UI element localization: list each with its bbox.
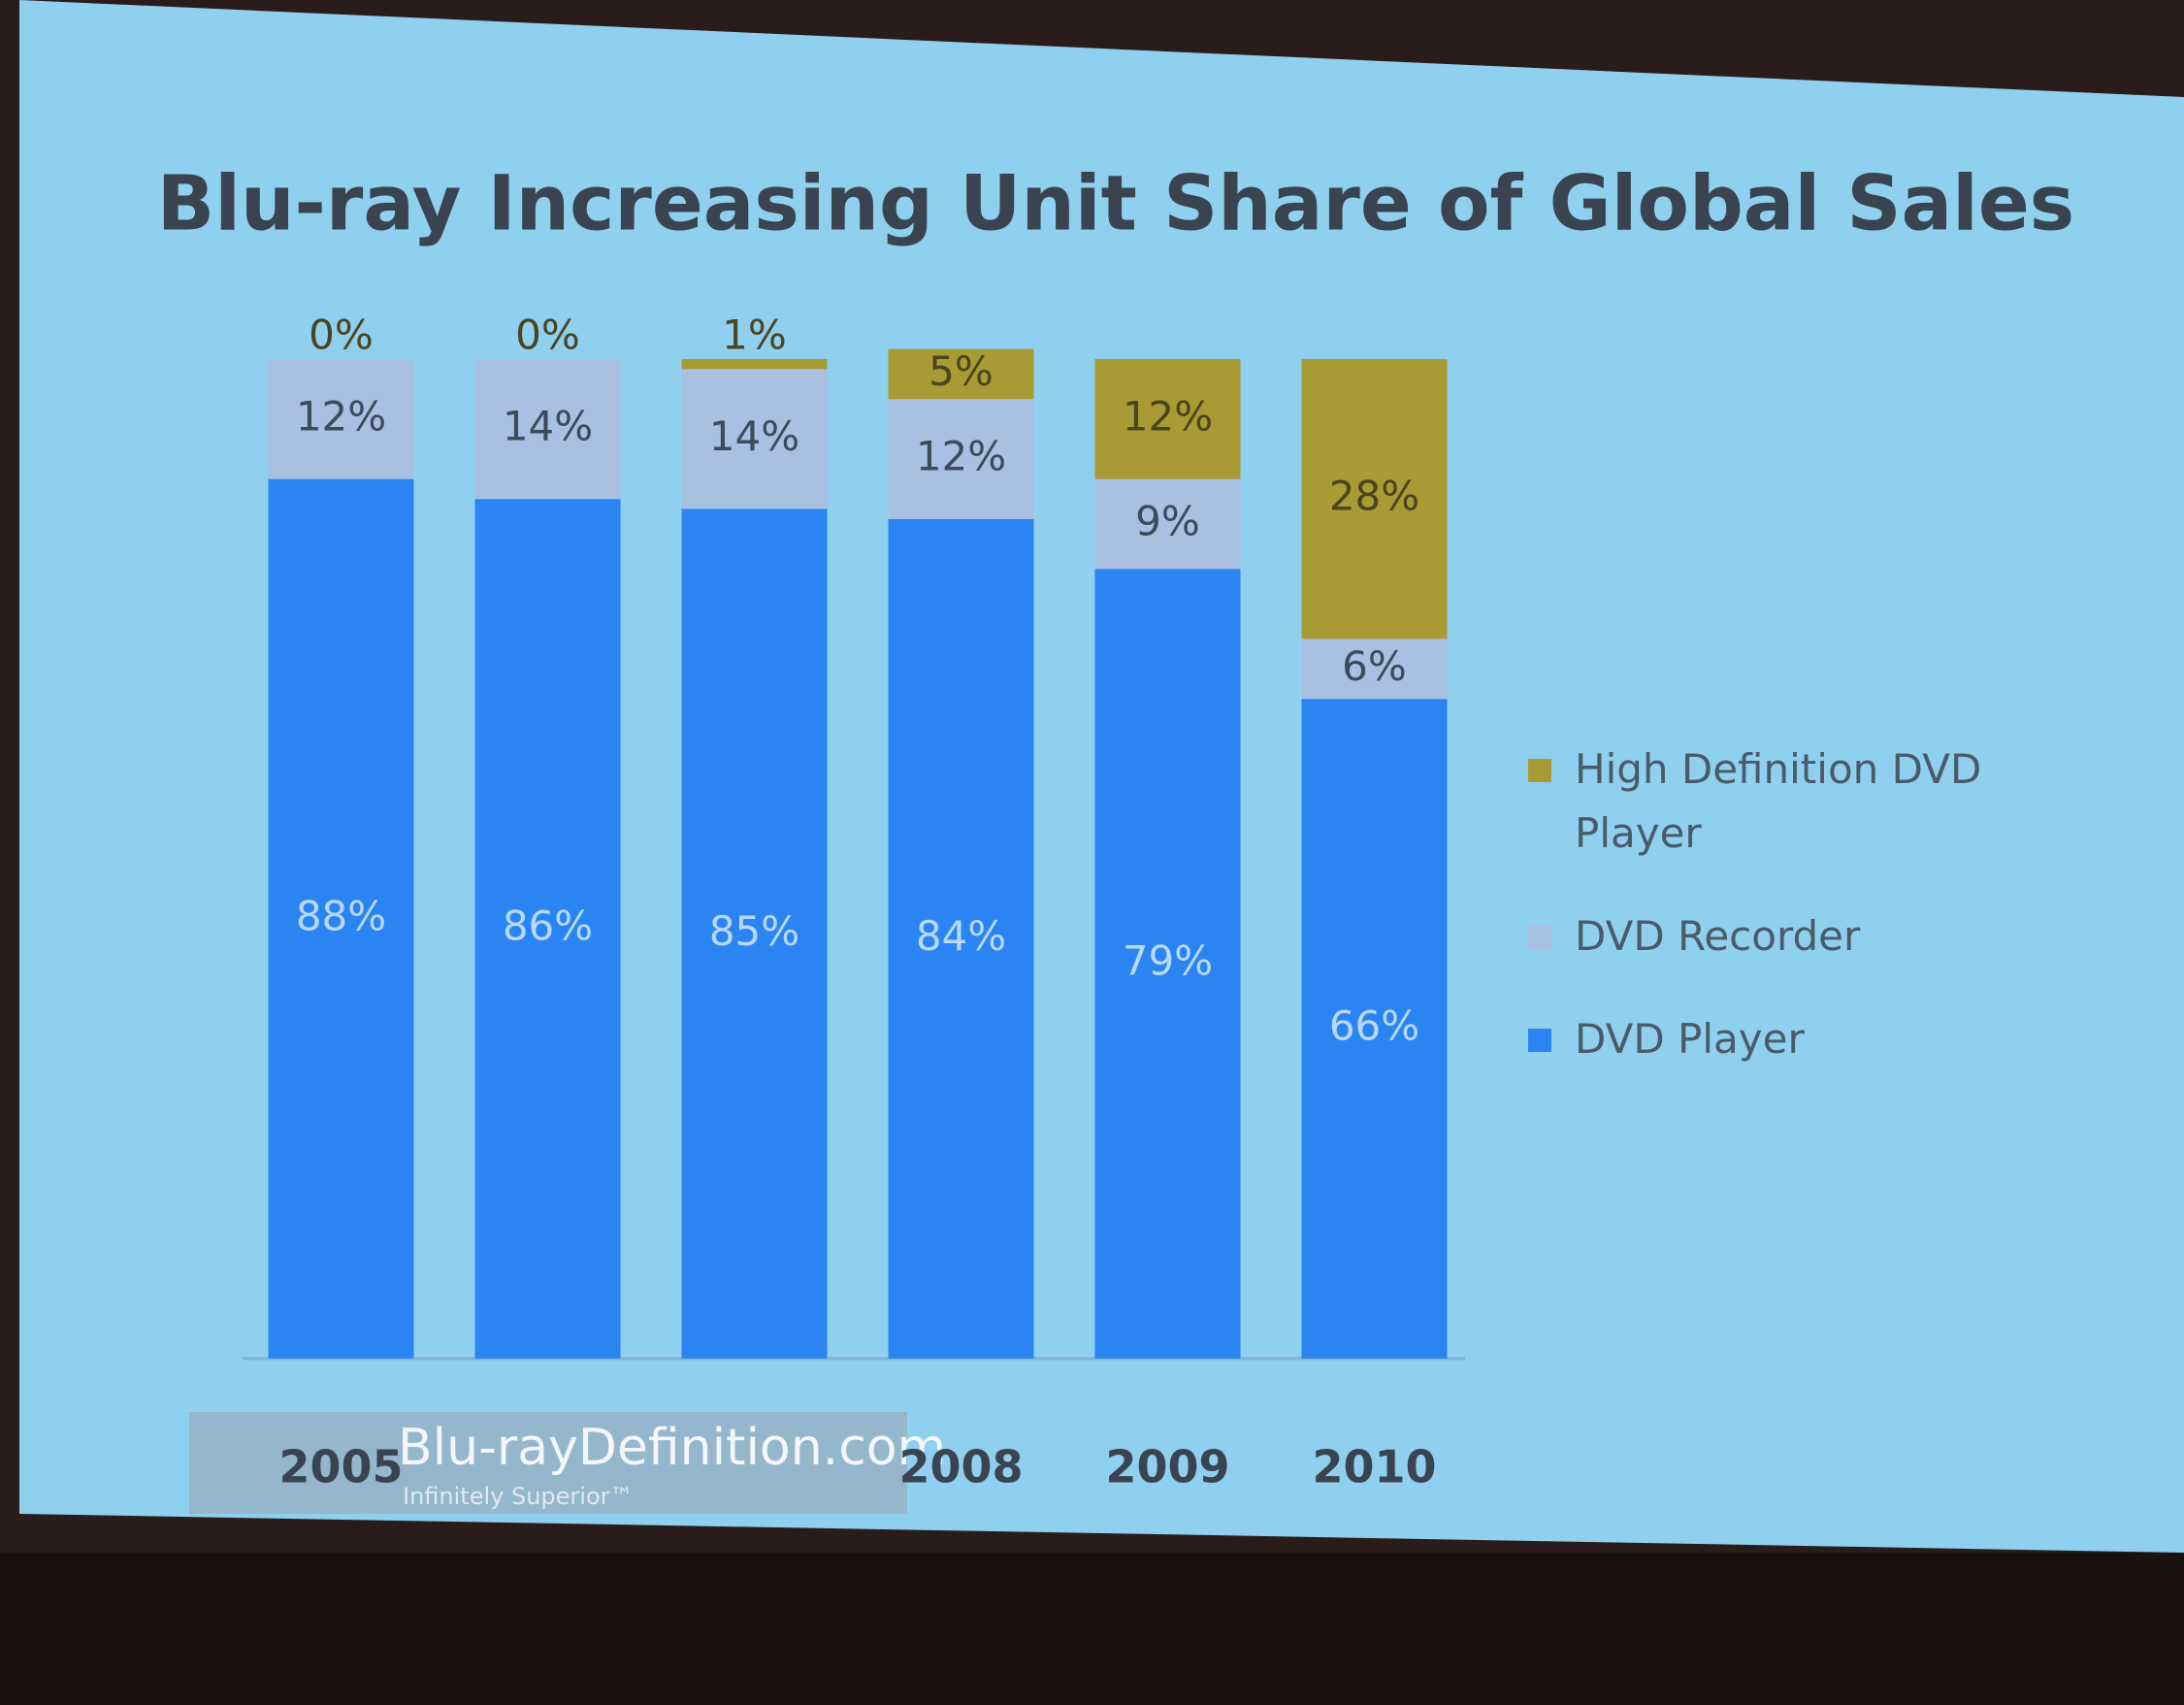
chart-title: Blu-ray Increasing Unit Share of Global … bbox=[157, 160, 2074, 247]
bar-segment bbox=[888, 399, 1034, 519]
value-label: 88% bbox=[296, 892, 386, 939]
value-label: 79% bbox=[1123, 937, 1213, 985]
value-label: 14% bbox=[503, 403, 593, 450]
legend: High Definition DVD Player DVD Recorder DV… bbox=[1528, 738, 2033, 1110]
legend-label: High Definition DVD Player bbox=[1575, 745, 1982, 857]
watermark-box bbox=[189, 1412, 907, 1514]
legend-item: High Definition DVD Player bbox=[1528, 738, 2033, 866]
value-label: 12% bbox=[1123, 392, 1213, 440]
watermark-tagline: Infinitely Superior™ bbox=[403, 1483, 634, 1510]
legend-swatch bbox=[1528, 1029, 1551, 1052]
bar-segment bbox=[888, 348, 1034, 400]
value-label: 6% bbox=[1342, 642, 1407, 690]
legend-label: DVD Player bbox=[1575, 1015, 1805, 1063]
x-tick-label: 2010 bbox=[1312, 1441, 1436, 1493]
legend-item: DVD Recorder bbox=[1528, 904, 2033, 968]
bar-segment bbox=[268, 359, 414, 479]
bar-segment bbox=[681, 359, 828, 370]
bar-segment bbox=[268, 478, 414, 1360]
legend-swatch bbox=[1528, 926, 1551, 949]
x-tick-label: 2008 bbox=[898, 1441, 1023, 1493]
value-label: 0% bbox=[309, 311, 374, 359]
bar-segment bbox=[474, 359, 621, 500]
value-label: 1% bbox=[722, 311, 787, 359]
value-label: 85% bbox=[709, 907, 799, 955]
value-label: 12% bbox=[916, 433, 1006, 480]
bar-segment bbox=[888, 518, 1034, 1359]
value-label: 5% bbox=[929, 347, 994, 395]
value-label: 86% bbox=[503, 902, 593, 950]
x-tick-label: 2005 bbox=[278, 1441, 403, 1493]
bar-segment bbox=[681, 508, 828, 1359]
bar-segment bbox=[1301, 699, 1448, 1359]
watermark-text: Blu-rayDefinition.com bbox=[398, 1419, 946, 1477]
legend-item: DVD Player bbox=[1528, 1007, 2033, 1071]
bar-segment bbox=[681, 369, 828, 509]
value-label: 12% bbox=[296, 392, 386, 440]
value-label: 28% bbox=[1329, 473, 1419, 520]
value-label: 66% bbox=[1329, 1002, 1419, 1050]
audience bbox=[0, 1553, 2184, 1705]
legend-swatch bbox=[1528, 759, 1551, 782]
value-label: 84% bbox=[916, 912, 1006, 960]
legend-label: DVD Recorder bbox=[1575, 912, 1861, 960]
x-tick-label: 2009 bbox=[1105, 1441, 1229, 1493]
bar-segment bbox=[1094, 478, 1241, 570]
bar-segment bbox=[1094, 359, 1241, 479]
bar-segment bbox=[474, 499, 621, 1359]
watermark: Blu-rayDefinition.com Infinitely Superio… bbox=[189, 1412, 946, 1514]
bar-segment bbox=[1301, 639, 1448, 700]
bar-segment bbox=[1301, 359, 1448, 639]
bar-segment bbox=[1094, 569, 1241, 1359]
value-label: 9% bbox=[1135, 497, 1200, 544]
value-label: 14% bbox=[709, 412, 799, 460]
value-label: 0% bbox=[515, 311, 580, 359]
